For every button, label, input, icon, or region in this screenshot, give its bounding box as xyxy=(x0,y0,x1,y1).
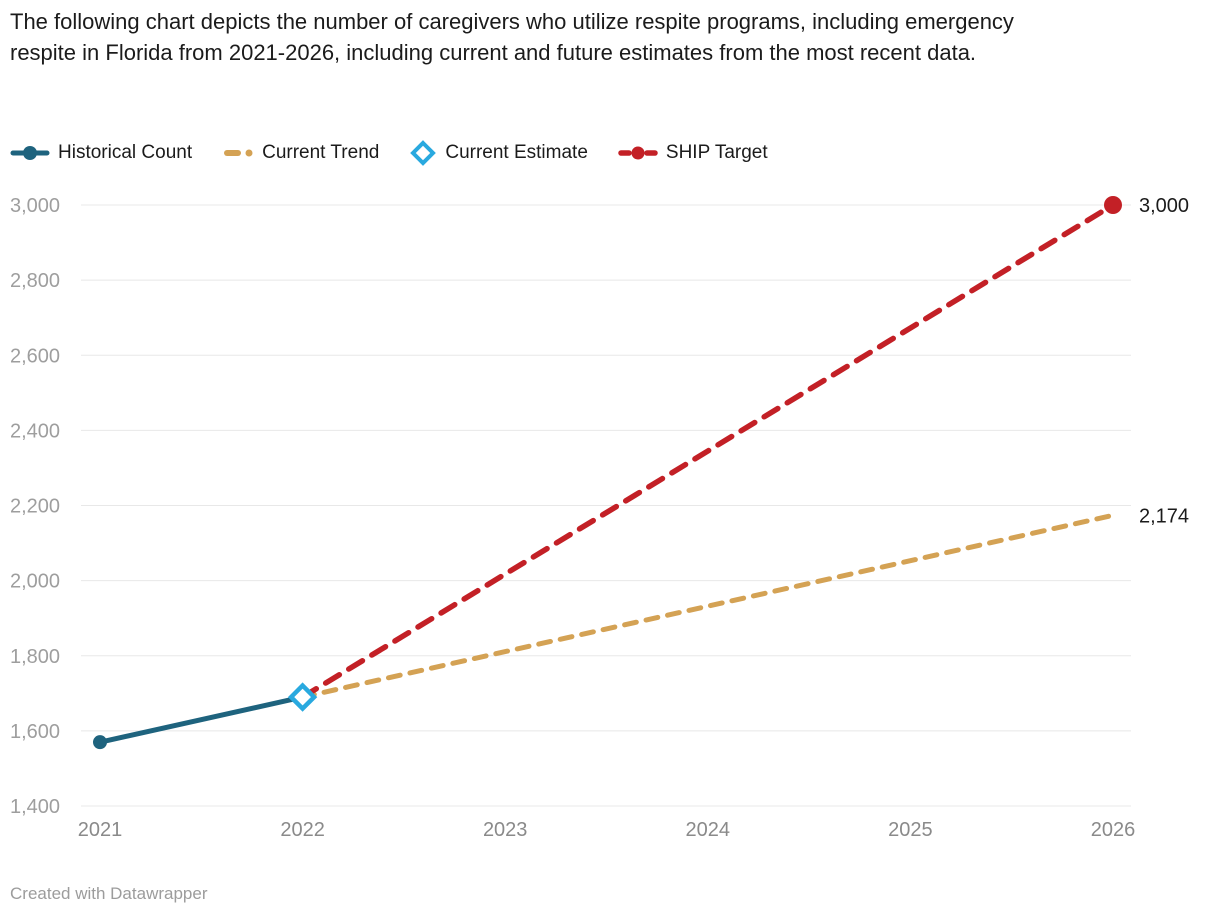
legend-label: Historical Count xyxy=(58,142,193,163)
series-line-historical-count xyxy=(97,694,306,745)
x-tick-label: 2025 xyxy=(888,819,933,841)
y-tick-label: 1,800 xyxy=(10,646,60,668)
legend-item-current-trend: Current Trend xyxy=(222,142,379,164)
y-tick-label: 1,600 xyxy=(10,721,60,743)
chart-title: The following chart depicts the number o… xyxy=(10,9,1014,65)
legend-label: Current Trend xyxy=(262,142,380,163)
series-end-label: 3,000 xyxy=(1139,195,1189,217)
legend-label: Current Estimate xyxy=(445,142,588,163)
series-line-current-trend xyxy=(300,512,1116,700)
legend: Historical Count Current Trend Current E… xyxy=(10,139,768,167)
plot-area: 1,400 1,600 1,800 2,000 2,200 2,400 2,600 2,800… xyxy=(0,175,1220,875)
y-tick-label: 2,800 xyxy=(10,270,60,292)
y-tick-label: 2,200 xyxy=(10,496,60,518)
chart-canvas: 1,400 1,600 1,800 2,000 2,200 2,400 2,600 2,800… xyxy=(10,195,1189,841)
dash-dot-marker-icon xyxy=(224,149,253,157)
line-dot-marker-icon xyxy=(10,146,50,160)
x-tick-label: 2024 xyxy=(686,819,731,841)
diamond-marker-icon xyxy=(410,140,437,166)
x-tick-label: 2026 xyxy=(1091,819,1136,841)
y-tick-label: 2,600 xyxy=(10,345,60,367)
y-tick-label: 3,000 xyxy=(10,195,60,217)
x-tick-label: 2022 xyxy=(280,819,325,841)
marker-circle xyxy=(93,735,107,750)
attribution: Created with Datawrapper xyxy=(10,884,208,903)
y-tick-label: 2,000 xyxy=(10,571,60,593)
legend-label: SHIP Target xyxy=(665,142,768,163)
marker-diamond xyxy=(287,682,318,712)
x-tick-label: 2021 xyxy=(78,819,123,841)
x-tick-label: 2023 xyxy=(483,819,528,841)
legend-item-ship-target: SHIP Target xyxy=(618,142,768,164)
y-tick-label: 1,400 xyxy=(10,796,60,818)
legend-item-historical-count: Historical Count xyxy=(10,142,192,164)
series-line-ship-target xyxy=(299,202,1116,700)
dash-circle-dash-marker-icon xyxy=(618,146,658,160)
legend-item-current-estimate: Current Estimate xyxy=(409,139,588,167)
marker-circle xyxy=(1104,196,1122,214)
y-tick-label: 2,400 xyxy=(10,420,60,442)
series-end-label: 2,174 xyxy=(1139,505,1189,527)
